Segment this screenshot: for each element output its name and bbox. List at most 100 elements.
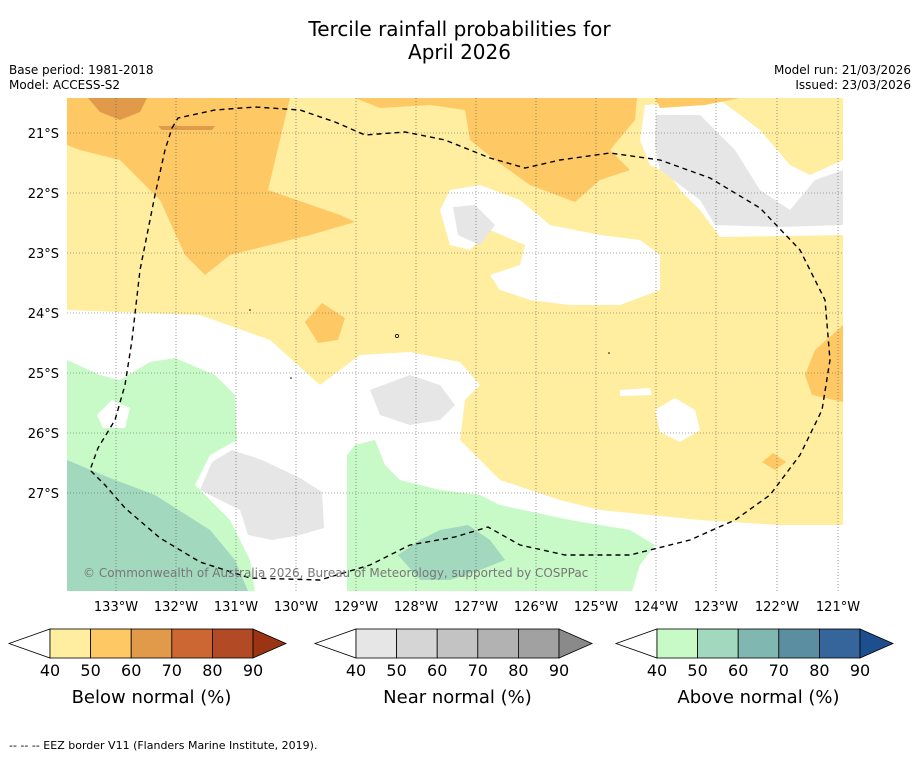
legend-tick-label: 50 [80, 661, 100, 680]
legend-tick-label: 70 [162, 661, 182, 680]
legend-swatch [396, 628, 438, 659]
legend-swatch [355, 628, 397, 659]
below-normal-50-region-west [67, 98, 355, 275]
legend-swatch [130, 628, 173, 659]
below-normal-50-spot-se [762, 453, 786, 470]
longitude-label: 132°W [154, 600, 198, 615]
graticule: 21°S 22°S 23°S 24°S 25°S 26°S 27°S 133°W 132°W 13… [28, 98, 860, 615]
longitude-label: 129°W [334, 600, 378, 615]
footer-note: -- -- -- EEZ border V11 (Flanders Marine… [9, 739, 318, 752]
legend-tick-label: 80 [202, 661, 222, 680]
latitude-label: 25°S [28, 367, 59, 382]
map-title: Tercile rainfall probabilities for April… [0, 18, 919, 64]
near-normal-region-center [370, 375, 455, 425]
longitude-label: 128°W [394, 600, 438, 615]
island-marker-2 [608, 352, 610, 354]
legend-swatch [211, 628, 254, 659]
latitude-label: 23°S [28, 247, 59, 262]
issued-text: Issued: 23/03/2026 [795, 78, 911, 92]
legend-swatch [697, 628, 739, 659]
model-text: Model: ACCESS-S2 [9, 78, 121, 92]
longitude-label: 131°W [214, 600, 258, 615]
info-left: Base period: 1981-2018 Model: ACCESS-S2 [9, 63, 154, 93]
base-period-text: Base period: 1981-2018 [9, 63, 154, 77]
legend-0: 40 50 60 70 80 90 Below normal (%) [7, 628, 287, 708]
legend-tick-label: 70 [468, 661, 488, 680]
legend-tick-label: 50 [687, 661, 707, 680]
legend-tick-label: 60 [427, 661, 447, 680]
longitude-label: 126°W [514, 600, 558, 615]
above-normal-50-region-south [398, 525, 505, 580]
longitude-label: 125°W [574, 600, 618, 615]
copyright-text: © Commonwealth of Australia 2026, Bureau… [83, 566, 588, 580]
legend-title: Near normal (%) [383, 687, 532, 708]
legend-tick-label: 60 [121, 661, 141, 680]
legends: 40 50 60 70 80 90 Below normal (%) 40 50 60 70 80 90… [7, 628, 894, 708]
legend-under-arrow [614, 628, 658, 659]
eez-border [89, 106, 831, 581]
legend-1: 40 50 60 70 80 90 Near normal (%) [313, 628, 593, 708]
title-line-1: Tercile rainfall probabilities for [308, 17, 611, 41]
legend-tick-label: 90 [850, 661, 870, 680]
longitude-label: 122°W [755, 600, 799, 615]
legend-title: Below normal (%) [72, 687, 232, 708]
title-line-2: April 2026 [408, 40, 511, 64]
latitude-label: 27°S [28, 487, 59, 502]
legend-swatch [737, 628, 780, 659]
below-normal-50-region-ne [655, 98, 740, 108]
latitude-label: 21°S [28, 127, 59, 142]
island-marker-4 [249, 309, 251, 311]
no-signal-spot-west [97, 400, 130, 428]
legend-swatch [171, 628, 213, 659]
legend-swatch [90, 628, 132, 659]
legend-2: 40 50 60 70 80 90 Above normal (%) [614, 628, 894, 708]
legend-swatch [477, 628, 519, 659]
latitude-label: 26°S [28, 427, 59, 442]
near-normal-region-ne [655, 115, 843, 227]
island-marker [394, 333, 399, 338]
legend-tick-label: 60 [728, 661, 748, 680]
legend-title: Above normal (%) [677, 687, 839, 708]
longitude-label: 121°W [816, 600, 860, 615]
no-signal-band-north [440, 185, 660, 305]
below-normal-50-region-north [355, 98, 637, 202]
latitude-label: 24°S [28, 307, 59, 322]
latitude-label: 22°S [28, 187, 59, 202]
legend-swatch [518, 628, 560, 659]
island-marker-3 [290, 377, 292, 379]
no-signal-spot-east [655, 398, 700, 442]
legend-tick-label: 50 [386, 661, 406, 680]
legend-tick-label: 70 [769, 661, 789, 680]
legend-swatch [49, 628, 91, 659]
probability-map [67, 98, 843, 591]
below-normal-50-spot [305, 303, 345, 343]
legend-tick-label: 40 [647, 661, 667, 680]
legend-tick-label: 40 [40, 661, 60, 680]
longitude-label: 133°W [94, 600, 138, 615]
legend-tick-label: 40 [346, 661, 366, 680]
legend-over-arrow [252, 628, 287, 659]
info-right: Model run: 21/03/2026 Issued: 23/03/2026 [774, 63, 911, 93]
model-run-text: Model run: 21/03/2026 [773, 63, 911, 77]
near-normal-region-north [453, 205, 495, 245]
longitude-label: 130°W [274, 600, 318, 615]
legend-over-arrow [558, 628, 593, 659]
legend-tick-label: 80 [508, 661, 528, 680]
below-normal-50-region-east [805, 325, 843, 402]
no-signal-spot-east-2 [620, 388, 652, 396]
legend-swatch [656, 628, 698, 659]
longitude-label: 127°W [454, 600, 498, 615]
legend-tick-label: 80 [809, 661, 829, 680]
legend-under-arrow [313, 628, 357, 659]
below-normal-60-sliver [158, 126, 215, 130]
near-normal-region-west [200, 450, 324, 540]
longitude-label: 124°W [634, 600, 678, 615]
legend-tick-label: 90 [243, 661, 263, 680]
longitude-label: 123°W [694, 600, 738, 615]
legend-swatch [778, 628, 820, 659]
legend-tick-label: 90 [549, 661, 569, 680]
legend-under-arrow [7, 628, 51, 659]
below-normal-60-region [88, 98, 147, 120]
legend-over-arrow [859, 628, 894, 659]
